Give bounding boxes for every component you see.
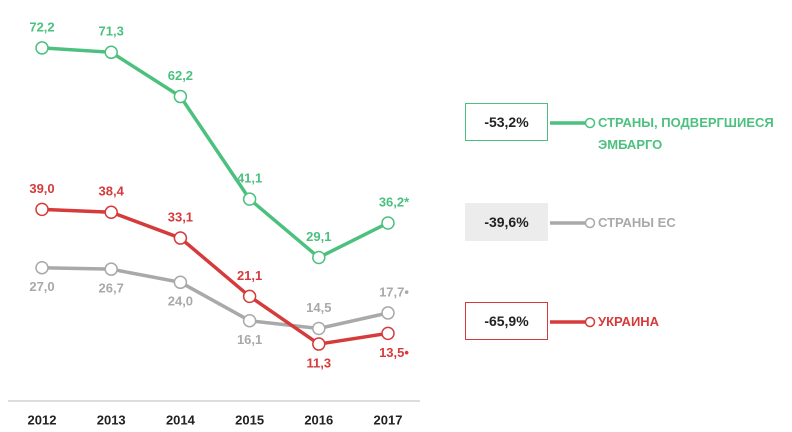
data-point <box>35 41 49 55</box>
data-point <box>381 326 395 341</box>
x-tick-label: 2012 <box>28 412 57 427</box>
data-point <box>242 313 257 328</box>
data-point <box>173 89 188 104</box>
series-line <box>41 46 389 260</box>
legend-change: -39,6% <box>465 203 548 241</box>
data-point <box>312 337 326 351</box>
data-point <box>242 192 257 206</box>
data-point <box>381 216 395 230</box>
legend-label: СТРАНЫ ЕС <box>598 215 676 230</box>
data-label: 36,2* <box>379 194 410 209</box>
data-label: 11,3 <box>307 355 332 370</box>
x-tick-label: 2016 <box>304 412 333 427</box>
data-point <box>381 306 395 320</box>
data-point <box>312 321 326 336</box>
legend-change: -65,9% <box>465 302 548 340</box>
data-label: 16,1 <box>237 332 262 347</box>
legend-change: -53,2% <box>465 103 548 141</box>
x-tick-label: 2013 <box>97 412 126 427</box>
data-label: 26,7 <box>99 281 124 296</box>
data-label: 29,1 <box>306 229 331 244</box>
data-label: 14,5 <box>306 300 331 315</box>
data-label: 17,7• <box>379 284 409 299</box>
data-label: 71,3 <box>99 24 124 39</box>
data-point <box>35 260 49 275</box>
data-point <box>173 231 188 245</box>
legend-label: СТРАНЫ, ПОДВЕРГШИЕСЯ ЭМБАРГО <box>598 115 774 152</box>
data-point <box>173 275 188 290</box>
legend-label: УКРАИНА <box>598 314 660 329</box>
data-label: 21,1 <box>237 268 262 283</box>
data-point <box>35 202 49 217</box>
x-tick-label: 2014 <box>166 412 196 427</box>
legend-marker <box>584 117 596 129</box>
data-point <box>312 250 326 265</box>
data-point <box>104 205 118 220</box>
data-point <box>242 289 257 304</box>
data-point <box>104 45 118 60</box>
data-label: 38,4 <box>99 184 125 199</box>
data-label: 13,5• <box>379 345 409 360</box>
data-point <box>104 262 118 276</box>
data-label: 72,2 <box>29 19 54 34</box>
legend-marker <box>584 316 596 328</box>
data-label: 24,0 <box>168 294 193 309</box>
data-label: 41,1 <box>237 171 262 186</box>
x-tick-label: 2017 <box>374 412 403 427</box>
series-line <box>41 265 389 331</box>
data-label: 62,2 <box>168 68 193 83</box>
x-tick-label: 2015 <box>235 412 264 427</box>
legend-marker <box>584 217 596 229</box>
data-label: 39,0 <box>29 181 54 196</box>
series-line <box>41 207 389 346</box>
data-label: 33,1 <box>168 209 193 224</box>
data-label: 27,0 <box>29 279 54 294</box>
